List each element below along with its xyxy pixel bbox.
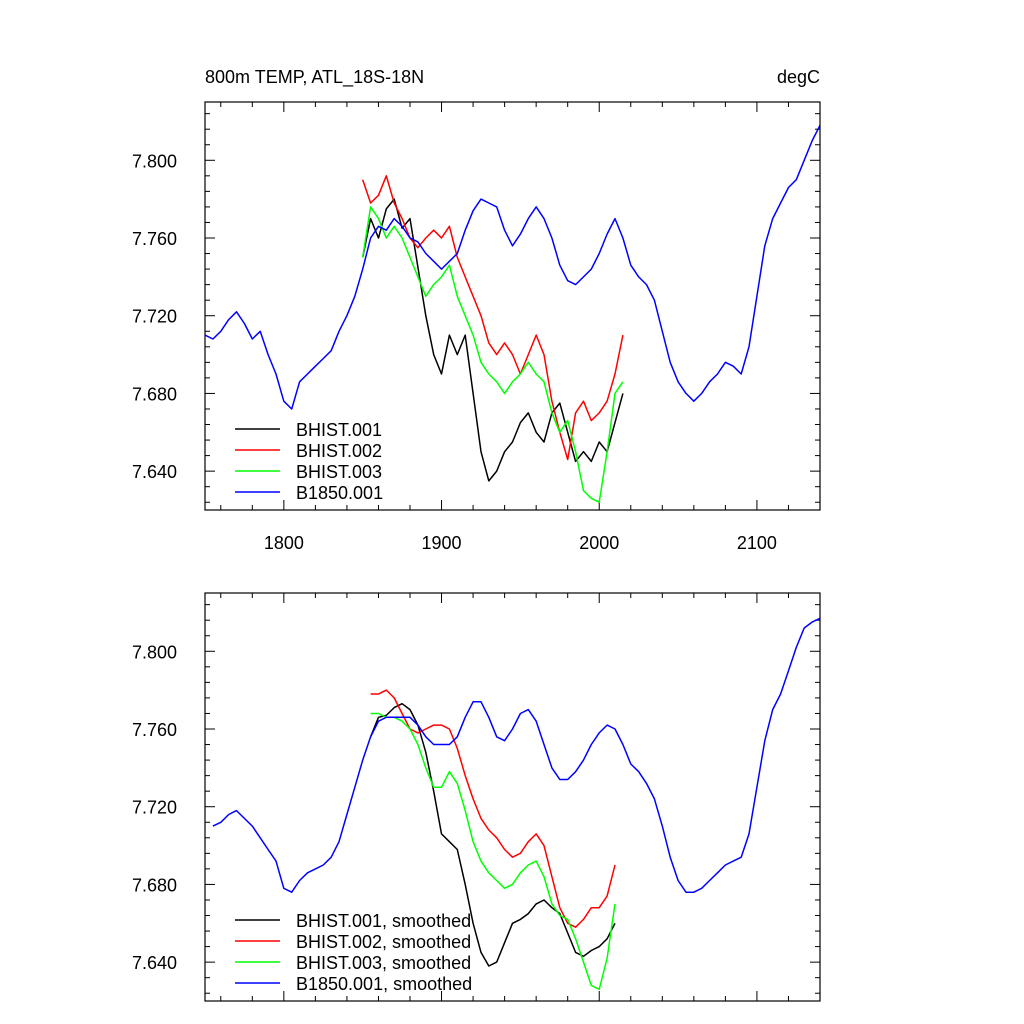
bottom-series-line-4 xyxy=(212,617,821,893)
top-y-tick-label: 7.680 xyxy=(132,384,177,404)
top-x-tick-label: 1800 xyxy=(264,533,304,553)
top-x-tick-label: 2100 xyxy=(737,533,777,553)
bottom-series-lines xyxy=(212,617,821,991)
top-panel-units: degC xyxy=(777,67,820,87)
top-legend-label-4: B1850.001 xyxy=(296,483,383,503)
top-x-tick-label: 1900 xyxy=(422,533,462,553)
top-y-tick-label: 7.760 xyxy=(132,229,177,249)
bottom-plot-frame xyxy=(204,592,821,1002)
bottom-legend-label-2: BHIST.002, smoothed xyxy=(296,932,471,952)
bottom-y-tick-label: 7.760 xyxy=(132,720,177,740)
bottom-legend-label-4: B1850.001, smoothed xyxy=(296,974,472,994)
bottom-series-line-3 xyxy=(370,712,616,991)
bottom-y-tick-label: 7.640 xyxy=(132,953,177,973)
top-plot-frame xyxy=(204,101,821,511)
top-y-tick-label: 7.640 xyxy=(132,462,177,482)
bottom-axes-ticks: 7.640 7.680 7.720 7.760 7.800 xyxy=(132,593,821,1001)
top-y-tick-label: 7.800 xyxy=(132,151,177,171)
bottom-y-tick-label: 7.680 xyxy=(132,875,177,895)
bottom-y-tick-label: 7.720 xyxy=(132,798,177,818)
top-series-line-2 xyxy=(361,175,624,461)
top-legend-label-1: BHIST.001 xyxy=(296,420,382,440)
top-series-line-3 xyxy=(361,206,624,503)
top-axes-ticks: 1800 1900 2000 2100 7.640 7.680 7.720 7.760 7.80… xyxy=(132,102,821,553)
top-series-lines xyxy=(204,124,821,503)
bottom-legend-label-1: BHIST.001, smoothed xyxy=(296,911,471,931)
top-panel-title: 800m TEMP, ATL_18S-18N xyxy=(205,67,424,88)
top-legend-label-2: BHIST.002 xyxy=(296,441,382,461)
bottom-y-tick-label: 7.800 xyxy=(132,642,177,662)
top-series-line-4 xyxy=(204,124,821,410)
bottom-panel: 7.640 7.680 7.720 7.760 7.800 BHIST.001, smo… xyxy=(132,592,821,1002)
top-panel: 800m TEMP, ATL_18S-18N degC 1800 1900 2000… xyxy=(132,67,821,553)
bottom-legend-label-3: BHIST.003, smoothed xyxy=(296,953,471,973)
bottom-series-line-2 xyxy=(370,689,616,928)
top-legend-label-3: BHIST.003 xyxy=(296,462,382,482)
top-series-line-1 xyxy=(361,198,624,482)
top-x-tick-label: 2000 xyxy=(579,533,619,553)
top-y-tick-label: 7.720 xyxy=(132,307,177,327)
bottom-series-line-1 xyxy=(369,702,616,967)
